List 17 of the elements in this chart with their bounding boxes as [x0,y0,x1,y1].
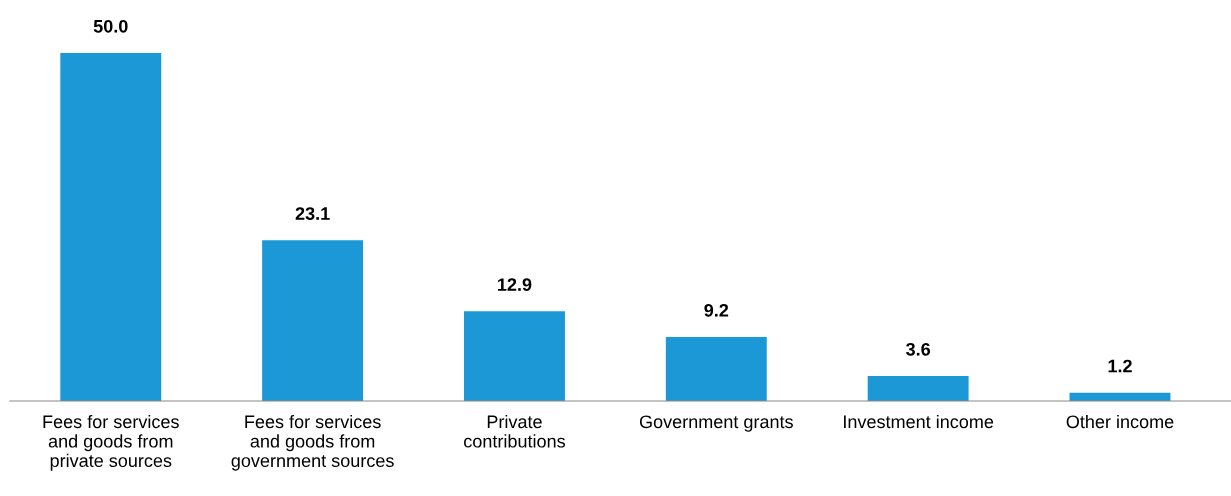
x-tick-label: Fees for services and goods from private sources [43,414,179,471]
x-tick-label: Fees for services and goods from government sources [231,414,394,471]
x-tick-label: Investment income [844,414,994,429]
bar [867,375,969,402]
bar [665,336,767,402]
data-label: 23.1 [295,207,330,220]
data-label: 9.2 [704,303,729,317]
x-tick-label: Other income [1066,414,1174,429]
data-label: 3.6 [906,342,931,356]
data-label: 1.2 [1108,359,1132,373]
bar [262,240,364,402]
bar [60,52,162,402]
bar [464,311,565,402]
data-label: 50.0 [93,19,128,33]
data-label: 12.9 [498,278,532,291]
x-tick-label: Private contributions [464,414,565,448]
x-tick-label: Government grants [639,415,793,432]
